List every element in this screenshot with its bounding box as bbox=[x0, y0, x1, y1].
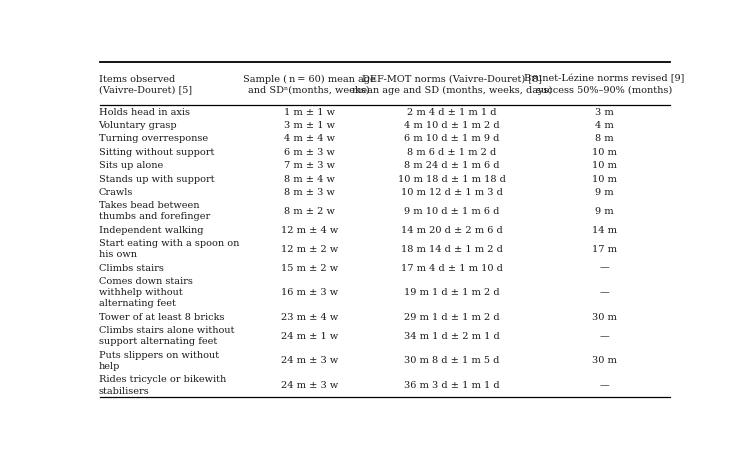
Text: 8 m: 8 m bbox=[596, 134, 614, 143]
Text: 10 m 18 d ± 1 m 18 d: 10 m 18 d ± 1 m 18 d bbox=[398, 174, 505, 183]
Text: 8 m ± 4 w: 8 m ± 4 w bbox=[284, 174, 335, 183]
Text: Sample ( n = 60) mean age
and SDⁿ(months, weeks): Sample ( n = 60) mean age and SDⁿ(months… bbox=[243, 74, 376, 95]
Text: 10 m 12 d ± 1 m 3 d: 10 m 12 d ± 1 m 3 d bbox=[401, 187, 502, 197]
Text: —: — bbox=[600, 288, 610, 297]
Text: 24 m ± 1 w: 24 m ± 1 w bbox=[281, 331, 338, 340]
Text: 24 m ± 3 w: 24 m ± 3 w bbox=[281, 380, 338, 389]
Text: Holds head in axis: Holds head in axis bbox=[98, 107, 189, 116]
Text: 9 m 10 d ± 1 m 6 d: 9 m 10 d ± 1 m 6 d bbox=[404, 207, 499, 215]
Text: Crawls: Crawls bbox=[98, 187, 133, 197]
Text: Sits up alone: Sits up alone bbox=[98, 161, 163, 170]
Text: Stands up with support: Stands up with support bbox=[98, 174, 214, 183]
Text: 10 m: 10 m bbox=[593, 147, 617, 157]
Text: —: — bbox=[600, 263, 610, 272]
Text: 10 m: 10 m bbox=[593, 161, 617, 170]
Text: DEF-MOT norms (Vaivre-Douret) [8]
mean age and SD (months, weeks, days): DEF-MOT norms (Vaivre-Douret) [8] mean a… bbox=[351, 74, 552, 95]
Text: 4 m ± 4 w: 4 m ± 4 w bbox=[284, 134, 335, 143]
Text: 14 m: 14 m bbox=[592, 225, 617, 234]
Text: 23 m ± 4 w: 23 m ± 4 w bbox=[281, 312, 338, 321]
Text: 7 m ± 3 w: 7 m ± 3 w bbox=[284, 161, 335, 170]
Text: 3 m ± 1 w: 3 m ± 1 w bbox=[284, 121, 335, 130]
Text: 17 m: 17 m bbox=[592, 244, 617, 253]
Text: 30 m 8 d ± 1 m 5 d: 30 m 8 d ± 1 m 5 d bbox=[404, 356, 499, 364]
Text: Items observed
(Vaivre-Douret) [5]: Items observed (Vaivre-Douret) [5] bbox=[98, 74, 192, 94]
Text: 10 m: 10 m bbox=[593, 174, 617, 183]
Text: —: — bbox=[600, 380, 610, 389]
Text: 18 m 14 d ± 1 m 2 d: 18 m 14 d ± 1 m 2 d bbox=[401, 244, 502, 253]
Text: Takes bead between
thumbs and forefinger: Takes bead between thumbs and forefinger bbox=[98, 201, 210, 221]
Text: 19 m 1 d ± 1 m 2 d: 19 m 1 d ± 1 m 2 d bbox=[404, 288, 499, 297]
Text: Sitting without support: Sitting without support bbox=[98, 147, 214, 157]
Text: 34 m 1 d ± 2 m 1 d: 34 m 1 d ± 2 m 1 d bbox=[404, 331, 499, 340]
Text: Turning overresponse: Turning overresponse bbox=[98, 134, 208, 143]
Text: Rides tricycle or bikewith
stabilisers: Rides tricycle or bikewith stabilisers bbox=[98, 374, 226, 394]
Text: Climbs stairs: Climbs stairs bbox=[98, 263, 164, 272]
Text: 17 m 4 d ± 1 m 10 d: 17 m 4 d ± 1 m 10 d bbox=[401, 263, 502, 272]
Text: Independent walking: Independent walking bbox=[98, 225, 203, 234]
Text: 4 m 10 d ± 1 m 2 d: 4 m 10 d ± 1 m 2 d bbox=[404, 121, 499, 130]
Text: 30 m: 30 m bbox=[593, 356, 617, 364]
Text: 3 m: 3 m bbox=[596, 107, 614, 116]
Text: 12 m ± 2 w: 12 m ± 2 w bbox=[281, 244, 338, 253]
Text: 29 m 1 d ± 1 m 2 d: 29 m 1 d ± 1 m 2 d bbox=[404, 312, 499, 321]
Text: Start eating with a spoon on
his own: Start eating with a spoon on his own bbox=[98, 239, 239, 259]
Text: Brunet-Lézine norms revised [9]
success 50%–90% (months): Brunet-Lézine norms revised [9] success … bbox=[524, 74, 685, 95]
Text: 1 m ± 1 w: 1 m ± 1 w bbox=[284, 107, 335, 116]
Text: 8 m ± 2 w: 8 m ± 2 w bbox=[284, 207, 335, 215]
Text: 15 m ± 2 w: 15 m ± 2 w bbox=[281, 263, 338, 272]
Text: 9 m: 9 m bbox=[596, 187, 614, 197]
Text: 6 m 10 d ± 1 m 9 d: 6 m 10 d ± 1 m 9 d bbox=[404, 134, 499, 143]
Text: 2 m 4 d ± 1 m 1 d: 2 m 4 d ± 1 m 1 d bbox=[407, 107, 496, 116]
Text: 16 m ± 3 w: 16 m ± 3 w bbox=[281, 288, 338, 297]
Text: 24 m ± 3 w: 24 m ± 3 w bbox=[281, 356, 338, 364]
Text: 8 m 6 d ± 1 m 2 d: 8 m 6 d ± 1 m 2 d bbox=[407, 147, 496, 157]
Text: 9 m: 9 m bbox=[596, 207, 614, 215]
Text: 12 m ± 4 w: 12 m ± 4 w bbox=[281, 225, 338, 234]
Text: 30 m: 30 m bbox=[593, 312, 617, 321]
Text: 14 m 20 d ± 2 m 6 d: 14 m 20 d ± 2 m 6 d bbox=[401, 225, 502, 234]
Text: 6 m ± 3 w: 6 m ± 3 w bbox=[284, 147, 335, 157]
Text: —: — bbox=[600, 331, 610, 340]
Text: Puts slippers on without
help: Puts slippers on without help bbox=[98, 350, 219, 370]
Text: Tower of at least 8 bricks: Tower of at least 8 bricks bbox=[98, 312, 224, 321]
Text: 8 m 24 d ± 1 m 6 d: 8 m 24 d ± 1 m 6 d bbox=[404, 161, 499, 170]
Text: Comes down stairs
withhelp without
alternating feet: Comes down stairs withhelp without alter… bbox=[98, 277, 192, 308]
Text: 4 m: 4 m bbox=[596, 121, 614, 130]
Text: 36 m 3 d ± 1 m 1 d: 36 m 3 d ± 1 m 1 d bbox=[404, 380, 499, 389]
Text: Climbs stairs alone without
support alternating feet: Climbs stairs alone without support alte… bbox=[98, 326, 234, 346]
Text: Voluntary grasp: Voluntary grasp bbox=[98, 121, 177, 130]
Text: 8 m ± 3 w: 8 m ± 3 w bbox=[284, 187, 335, 197]
